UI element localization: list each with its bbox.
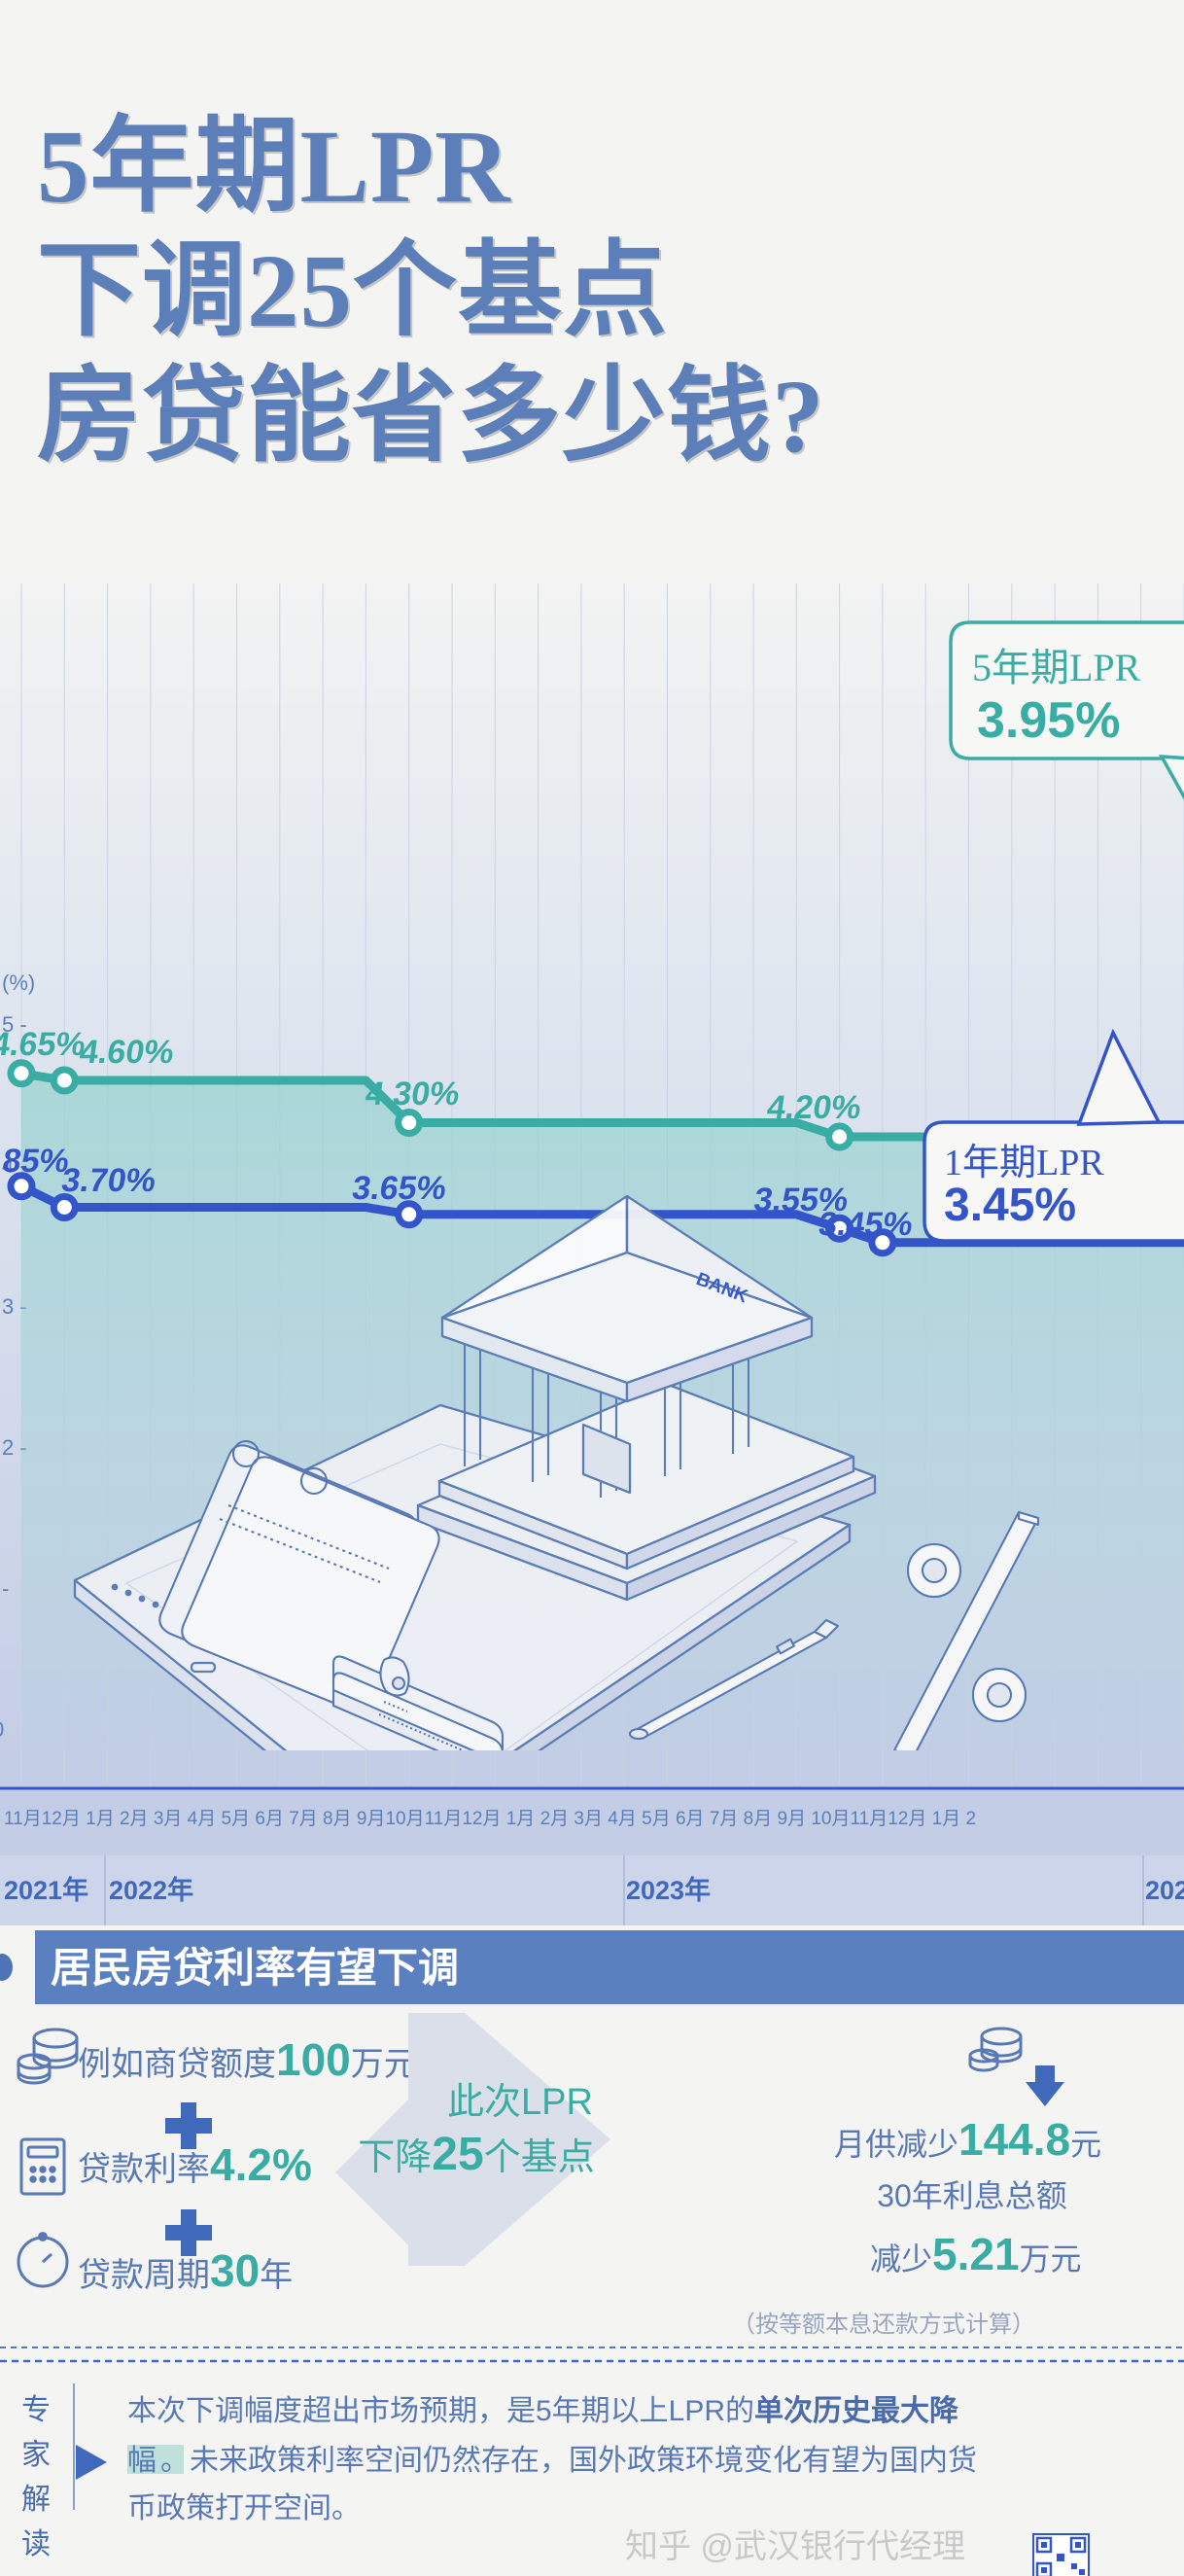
svg-text:解: 解 [21,2484,51,2516]
svg-text:本次下调幅度超出市场预期，是5年期以上LPR的单次历史最大降: 本次下调幅度超出市场预期，是5年期以上LPR的单次历史最大降 [127,2395,959,2427]
svg-text:5年期LPR: 5年期LPR [972,646,1141,689]
svg-text:2021年: 2021年 [4,1875,88,1905]
svg-text:2023年: 2023年 [626,1875,711,1905]
svg-text:3.95%: 3.95% [977,692,1120,749]
svg-text:202: 202 [1145,1876,1184,1905]
svg-text:-: - [2,1576,9,1601]
svg-text:0: 0 [0,1717,4,1742]
svg-text:家: 家 [21,2439,51,2471]
svg-text:11月12月 1月 2月 3月 4月 5月 6月 7月 8月: 11月12月 1月 2月 3月 4月 5月 6月 7月 8月 9月10月11月1… [4,1809,976,1829]
svg-text:3.45%: 3.45% [817,1206,916,1243]
svg-text:3.85%: 3.85% [0,1143,72,1180]
svg-text:专: 专 [21,2394,51,2426]
svg-text:此次LPR: 此次LPR [447,2082,593,2123]
svg-text:幅: 幅 [127,2445,157,2477]
svg-text:（按等额本息还款方式计算）: （按等额本息还款方式计算） [732,2311,1035,2338]
svg-text:(%): (%) [2,970,35,995]
svg-text:2022年: 2022年 [109,1875,193,1905]
svg-text:1年期LPR: 1年期LPR [944,1143,1104,1183]
svg-text:币政策打开空间。: 币政策打开空间。 [127,2492,361,2524]
svg-text:30年利息总额: 30年利息总额 [877,2178,1067,2213]
svg-text:3.70%: 3.70% [59,1162,158,1199]
svg-text:。未来政策利率空间仍然存在，国外政策环境变化有望为国内货: 。未来政策利率空间仍然存在，国外政策环境变化有望为国内货 [160,2445,977,2477]
svg-text:4.20%: 4.20% [765,1089,864,1126]
svg-text:3.45%: 3.45% [944,1180,1076,1231]
svg-text:4.30%: 4.30% [364,1076,463,1112]
svg-text:居民房贷利率有望下调: 居民房贷利率有望下调 [51,1946,459,1992]
svg-text:读: 读 [21,2528,51,2560]
svg-text:4.65%: 4.65% [0,1026,87,1063]
svg-text:知乎 @武汉银行代经理: 知乎 @武汉银行代经理 [625,2528,965,2565]
svg-text:4.60%: 4.60% [78,1034,177,1071]
svg-text:3.65%: 3.65% [350,1170,449,1207]
